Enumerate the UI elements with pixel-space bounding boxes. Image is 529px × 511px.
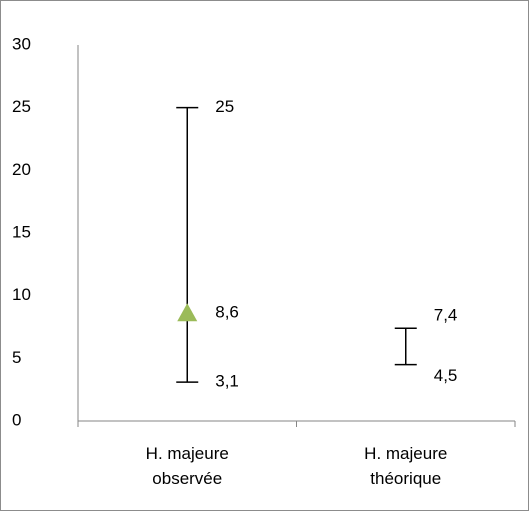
value-label: 4,5	[434, 366, 458, 385]
x-tick-label: H. majeure théorique	[364, 444, 448, 488]
value-label: 7,4	[434, 306, 458, 325]
y-tick-label: 0	[12, 410, 21, 429]
y-tick-label: 20	[12, 160, 31, 179]
y-tick-label: 25	[12, 97, 31, 116]
x-tick-label: H. majeure observée	[145, 444, 229, 488]
y-tick-label: 10	[12, 285, 31, 304]
y-tick-label: 15	[12, 222, 31, 241]
value-label: 8,6	[215, 303, 239, 322]
marker	[177, 303, 198, 322]
value-label: 25	[215, 97, 234, 116]
y-tick-label: 5	[12, 348, 21, 367]
value-label: 3,1	[215, 372, 239, 391]
y-tick-label: 30	[12, 34, 31, 53]
